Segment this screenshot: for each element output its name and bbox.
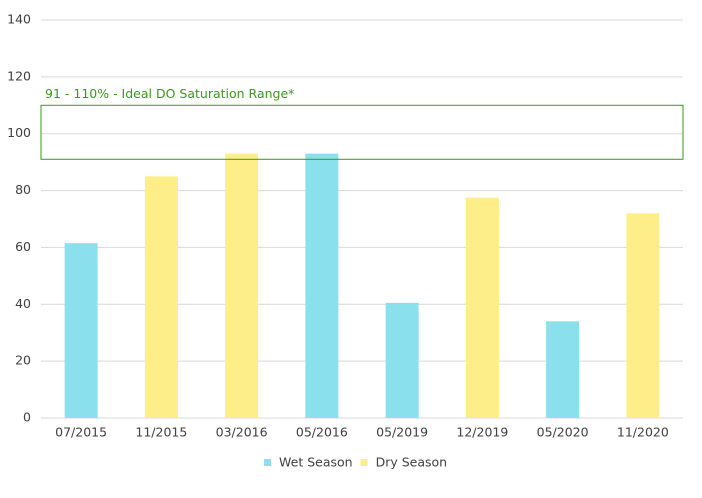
x-tick-label: 05/2020 — [537, 425, 589, 440]
legend: Wet Season Dry Season — [264, 455, 447, 470]
legend-label: Wet Season — [279, 455, 353, 470]
y-tick-label: 0 — [23, 410, 31, 425]
x-tick-label: 05/2019 — [376, 425, 428, 440]
x-tick-label: 11/2015 — [135, 425, 187, 440]
x-tick-label: 11/2020 — [617, 425, 669, 440]
bar — [626, 213, 660, 418]
bar — [385, 302, 419, 418]
x-tick-label: 12/2019 — [456, 425, 508, 440]
legend-swatch — [360, 459, 368, 466]
bar — [225, 153, 259, 418]
bar — [64, 243, 98, 418]
legend-label: Dry Season — [376, 455, 448, 470]
y-tick-label: 120 — [7, 68, 31, 83]
bar — [546, 321, 580, 418]
y-tick-label: 100 — [7, 125, 31, 140]
bar — [305, 153, 339, 418]
ideal-range — [40, 104, 684, 160]
bar — [465, 197, 499, 418]
y-tick-label: 140 — [7, 12, 31, 27]
x-tick-label: 05/2016 — [296, 425, 348, 440]
y-tick-label: 80 — [15, 182, 31, 197]
y-tick-label: 20 — [15, 353, 31, 368]
y-tick-label: 40 — [15, 296, 31, 311]
bar — [144, 176, 178, 418]
legend-swatch — [264, 459, 271, 466]
y-tick-label: 60 — [15, 239, 31, 254]
ideal-range-label: 91 - 110% - Ideal DO Saturation Range* — [45, 86, 294, 101]
x-tick-label: 07/2015 — [55, 425, 107, 440]
x-tick-label: 03/2016 — [216, 425, 268, 440]
